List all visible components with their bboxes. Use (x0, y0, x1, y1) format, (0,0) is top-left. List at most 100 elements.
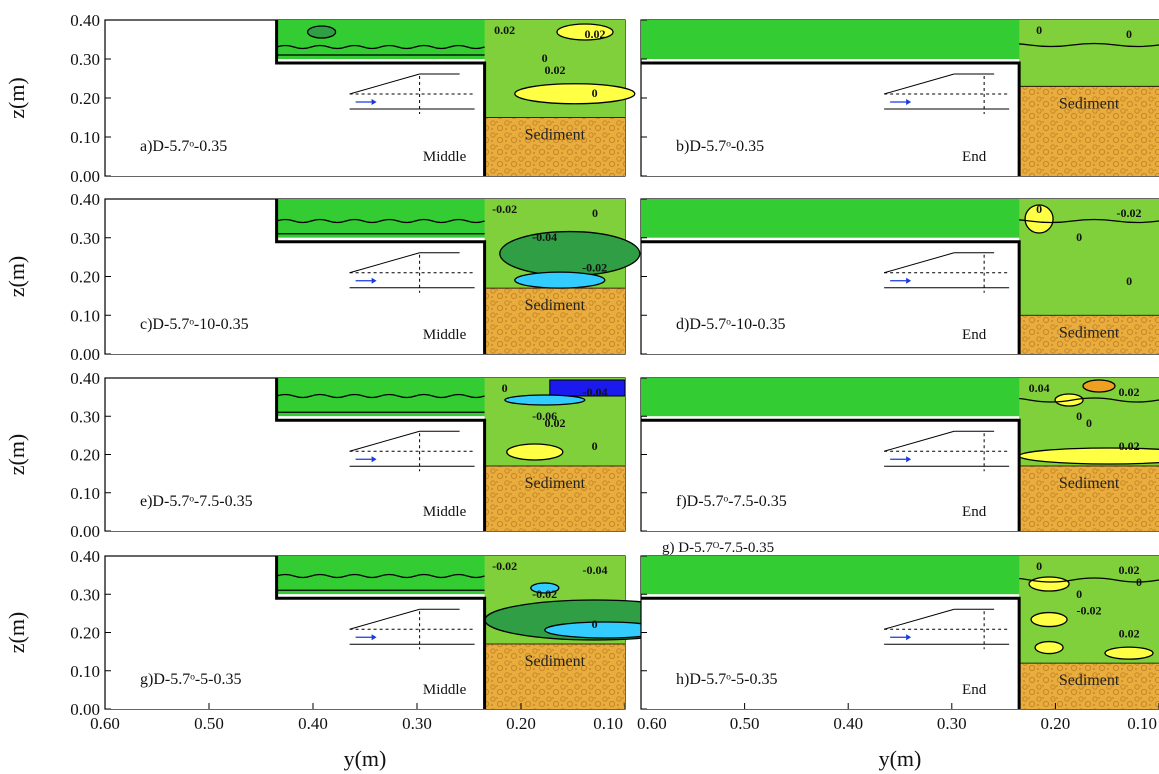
contour-negative-strongest (549, 379, 626, 397)
sediment-bed (1019, 315, 1159, 354)
inset-schematic (884, 73, 1010, 114)
sediment-label: Sediment (525, 475, 586, 492)
panel-c: -0.02 0 -0.04 -0.02 c)D-5.7ᵒ-10-0.35 Middle Se… (104, 198, 641, 355)
inset-slope (349, 252, 420, 274)
y-tick-label: 0.10 (70, 662, 100, 681)
inset-slope (884, 73, 955, 95)
sediment-label: Sediment (1059, 475, 1120, 492)
obstruction-upper (106, 379, 277, 418)
panel-e: 0 -0.04 -0.06 0 0.02 e)D-5.7ᵒ-7.5-0.35 Middle S… (104, 377, 626, 532)
contour-value-label: 0 (592, 86, 598, 100)
contour-value-label: -0.02 (582, 261, 607, 275)
y-tick-label: 0.00 (70, 522, 100, 541)
contour-value-label: 0.02 (1119, 385, 1140, 399)
contour-value-label: 0 (1136, 575, 1142, 589)
inset-slope (349, 608, 420, 630)
panel-d: 0 -0.02 0 0 d)D-5.7ᵒ-10-0.35 End Sediment (640, 198, 1159, 355)
x-tick-label: 0.20 (506, 714, 536, 733)
x-tick-label: 0.60 (637, 714, 667, 733)
axes-group: 0.00 0.10 0.20 0.30 0.40 z(m) 0.00 0.10 0.20 0.30… (4, 11, 1159, 771)
x-tick-label: 0.60 (90, 714, 120, 733)
contour-value-label: 0.02 (545, 63, 566, 77)
sediment-label: Sediment (525, 653, 586, 670)
panels-group: 0.02 0.02000.02a)D-5.7ᵒ-0.35MiddleSedimen… (104, 19, 1159, 710)
panel-label: d)D-5.7ᵒ-10-0.35 (676, 316, 785, 333)
channel-boundary (275, 556, 487, 709)
panel-label: g)D-5.7ᵒ-5-0.35 (140, 671, 241, 688)
contour-line (276, 393, 485, 399)
x-axis-title: y(m) (344, 746, 387, 771)
contour-value-label: 0.02 (1119, 563, 1140, 577)
y-axis-title: z(m) (4, 434, 29, 476)
contour-value-label: -0.02 (492, 202, 517, 216)
y-tick-label: 0.40 (70, 190, 100, 209)
sediment-label: Sediment (1059, 95, 1120, 112)
contour-positive (556, 23, 614, 41)
location-label: End (962, 149, 987, 165)
y-axis-title: z(m) (4, 256, 29, 298)
channel-boundary (275, 20, 487, 176)
channel-boundary (641, 596, 1021, 709)
contour-negative (306, 25, 337, 39)
obstruction-block (642, 59, 1020, 176)
y-tick-label: 0.10 (70, 128, 100, 147)
x-tick-label: 0.10 (1127, 714, 1157, 733)
contour-value-label: -0.02 (1117, 206, 1142, 220)
y-tick-label: 0.20 (70, 446, 100, 465)
x-tick-label: 0.50 (194, 714, 224, 733)
contour-positive (1030, 611, 1068, 628)
inset-slope (884, 252, 955, 274)
flow-arrow-head (371, 99, 377, 105)
y-tick-label: 0.10 (70, 484, 100, 503)
contour-value-label: 0 (592, 617, 598, 631)
flow-arrow-head (906, 456, 912, 463)
sediment-bed (484, 465, 625, 531)
contour-value-label: 0 (1076, 587, 1082, 601)
channel-boundary (641, 61, 1021, 176)
contour-value-label: 0.02 (1119, 439, 1140, 453)
obstruction-block (106, 416, 485, 531)
panel-b: 0 0 b)D-5.7ᵒ-0.35 End Sediment (640, 19, 1159, 177)
contour-value-label: 0 (1076, 230, 1082, 244)
y-tick-label: 0.40 (70, 11, 100, 30)
y-tick-label: 0.40 (70, 547, 100, 566)
contour-value-label: 0 (592, 439, 598, 453)
panel-h: 0 0.0200.02-0.020h)D-5.7ᵒ-5-0.35EndSedime… (640, 555, 1159, 710)
panel-label: e)D-5.7ᵒ-7.5-0.35 (140, 493, 253, 510)
contour-value-label: -0.02 (532, 587, 557, 601)
flow-arrow-head (371, 634, 377, 641)
inset-schematic (349, 73, 475, 114)
flow-arrow-head (906, 277, 912, 284)
y-tick-label: 0.10 (70, 306, 100, 325)
contour-value-label: 0 (1076, 409, 1082, 423)
channel-boundary (641, 240, 1021, 354)
sediment-bed (484, 288, 625, 354)
flow-arrow-head (906, 99, 912, 105)
channel-boundary (641, 418, 1021, 531)
stray-panel-label: g) D-5.7ᴼ-7.5-0.35 (662, 540, 774, 556)
location-label: End (962, 327, 987, 343)
obstruction-upper (106, 557, 277, 596)
contour-value-label: 0 (592, 206, 598, 220)
panel-a: 0.02 0.02000.02a)D-5.7ᵒ-0.35MiddleSedimen… (104, 19, 636, 177)
contour-value-label: 0 (1086, 416, 1092, 430)
contour-negative-strong (530, 582, 560, 594)
panel-f: 0.04 0.02 0 0.02 0 f)D-5.7ᵒ-7.5-0.35 End Sedime… (640, 377, 1159, 532)
panel-label: f)D-5.7ᵒ-7.5-0.35 (676, 493, 787, 510)
inset-slope (349, 73, 420, 95)
flow-arrow-head (906, 634, 912, 641)
x-tick-label: 0.10 (593, 714, 623, 733)
sediment-bed (484, 117, 625, 176)
x-tick-label: 0.40 (298, 714, 328, 733)
obstruction-block (642, 416, 1020, 531)
contour-value-label: 0 (1036, 202, 1042, 216)
y-tick-label: 0.20 (70, 624, 100, 643)
y-tick-label: 0.00 (70, 167, 100, 186)
contour-value-label: -0.04 (532, 230, 557, 244)
sediment-bed (1019, 465, 1159, 531)
inset-schematic (349, 252, 475, 293)
obstruction-block (106, 594, 485, 709)
contour-value-label: -0.02 (492, 559, 517, 573)
sediment-label: Sediment (1059, 324, 1120, 341)
